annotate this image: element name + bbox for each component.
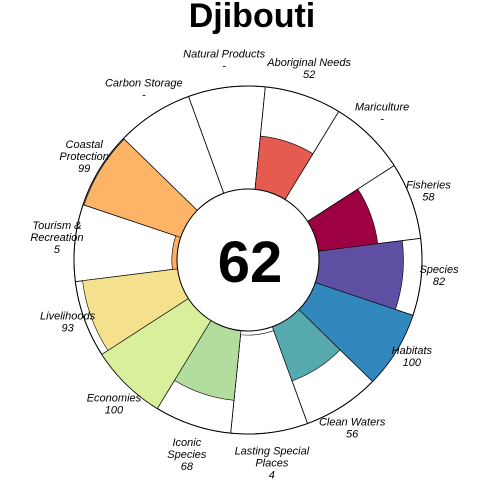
goal-score-tourism-recreation: 5 [54, 244, 61, 256]
goal-label-clean-waters: Clean Waters 56 [319, 416, 386, 440]
goal-name-natural-products: Natural Products [183, 48, 265, 60]
goal-name-tourism-recreation: Tourism & [32, 220, 81, 232]
goal-score-mariculture: - [380, 114, 384, 126]
goal-score-iconic-species: 68 [181, 461, 194, 473]
goal-score-carbon-storage: - [142, 90, 146, 102]
goal-label-mariculture: Mariculture - [355, 102, 409, 126]
goal-label-tourism-recreation: Tourism & Recreation 5 [30, 220, 83, 256]
goal-score-coastal-protection: 99 [78, 163, 90, 175]
goal-label-livelihoods: Livelihoods 93 [40, 311, 96, 335]
goal-name-coastal-protection: Protection [59, 151, 109, 163]
label-group: Natural Products - Aboriginal Needs 52Maric… [30, 48, 459, 481]
goal-name-iconic-species: Iconic [172, 437, 201, 449]
goal-label-lasting-special-places: Lasting Special Places 4 [235, 446, 310, 482]
goal-label-natural-products: Natural Products - [183, 48, 265, 72]
goal-name-species: Species [419, 264, 459, 276]
goal-label-aboriginal-needs: Aboriginal Needs 52 [266, 57, 351, 81]
goal-name-economies: Economies [87, 392, 142, 404]
goal-label-carbon-storage: Carbon Storage - [105, 78, 183, 102]
goal-name-carbon-storage: Carbon Storage [105, 78, 183, 90]
goal-name-livelihoods: Livelihoods [40, 311, 96, 323]
goal-score-species: 82 [433, 276, 445, 288]
goal-score-economies: 100 [105, 404, 124, 416]
goal-score-clean-waters: 56 [346, 428, 359, 440]
goal-name-fisheries: Fisheries [406, 179, 451, 191]
goal-score-habitats: 100 [403, 357, 422, 369]
goal-label-species: Species 82 [419, 264, 459, 288]
chart-title: Djibouti [189, 0, 316, 35]
goal-label-coastal-protection: Coastal Protection 99 [59, 139, 109, 175]
goal-name-iconic-species: Species [167, 449, 207, 461]
goal-name-mariculture: Mariculture [355, 102, 409, 114]
goal-score-livelihoods: 93 [61, 323, 74, 335]
goal-score-natural-products: - [222, 60, 226, 72]
goal-name-clean-waters: Clean Waters [319, 416, 386, 428]
goal-label-fisheries: Fisheries 58 [406, 179, 451, 203]
goal-name-tourism-recreation: Recreation [30, 232, 83, 244]
goal-name-coastal-protection: Coastal [66, 139, 104, 151]
petal-group [82, 135, 414, 409]
outer-ring [73, 85, 423, 435]
goal-name-habitats: Habitats [392, 345, 433, 357]
goal-score-lasting-special-places: 4 [269, 470, 275, 482]
goal-name-lasting-special-places: Lasting Special [235, 446, 310, 458]
goal-label-habitats: Habitats 100 [392, 345, 433, 369]
goal-score-aboriginal-needs: 52 [303, 69, 315, 81]
goal-name-lasting-special-places: Places [255, 458, 289, 470]
goal-label-economies: Economies 100 [87, 392, 142, 416]
overall-score: 62 [218, 230, 283, 295]
center-circle [176, 188, 320, 332]
goal-name-aboriginal-needs: Aboriginal Needs [266, 57, 351, 69]
goal-score-fisheries: 58 [422, 191, 435, 203]
goal-label-iconic-species: Iconic Species 68 [167, 437, 207, 473]
